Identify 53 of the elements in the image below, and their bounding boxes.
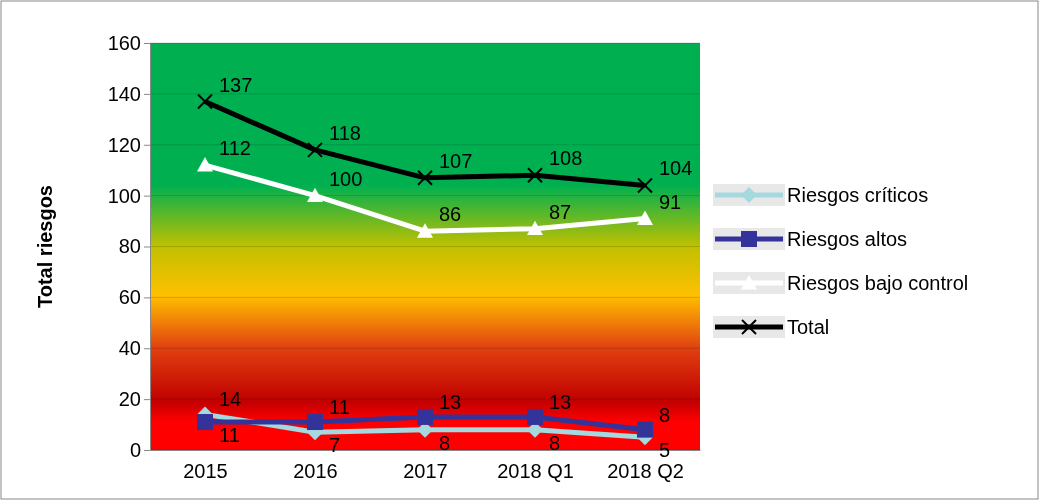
data-label: 86 xyxy=(439,203,462,226)
data-label: 104 xyxy=(659,157,693,180)
y-tick-label: 100 xyxy=(107,184,141,207)
data-label: 87 xyxy=(549,200,572,223)
data-label: 11 xyxy=(329,396,350,419)
x-tick-label: 2016 xyxy=(293,460,338,483)
data-label: 100 xyxy=(329,167,363,190)
data-label: 8 xyxy=(659,403,671,426)
data-label: 14 xyxy=(219,388,242,411)
legend-label: Total xyxy=(787,316,830,338)
point xyxy=(527,167,543,184)
data-label: 108 xyxy=(549,147,583,170)
point xyxy=(637,177,653,194)
data-label: 13 xyxy=(549,390,572,413)
y-tick-label: 0 xyxy=(129,438,141,461)
y-tick-label: 60 xyxy=(118,286,141,309)
y-tick-label: 40 xyxy=(118,337,141,360)
data-label: 13 xyxy=(439,390,462,413)
data-label: 8 xyxy=(549,431,561,454)
y-axis-title: Total riesgos xyxy=(34,185,56,308)
y-tick-label: 120 xyxy=(107,133,141,156)
legend-label: Riesgos bajo control xyxy=(787,272,969,294)
point xyxy=(307,187,323,203)
point xyxy=(417,223,433,238)
data-label: 8 xyxy=(439,431,451,454)
x-tick-label: 2015 xyxy=(183,460,228,483)
point xyxy=(637,421,653,438)
point xyxy=(637,210,653,225)
y-tick-label: 140 xyxy=(107,82,141,105)
point xyxy=(197,93,213,110)
y-tick-label: 20 xyxy=(118,388,141,411)
point xyxy=(197,157,213,172)
data-label: 11 xyxy=(219,424,240,447)
point xyxy=(197,414,213,431)
x-tick-label: 2018 Q2 xyxy=(607,460,684,483)
data-label: 7 xyxy=(329,434,341,457)
point xyxy=(527,220,543,236)
point xyxy=(527,408,543,425)
legend-label: Riesgos altos xyxy=(787,228,908,250)
y-tick-label: 160 xyxy=(107,31,141,54)
y-tick-label: 80 xyxy=(118,235,141,258)
data-label: 118 xyxy=(329,121,361,144)
point xyxy=(417,408,433,425)
data-label: 107 xyxy=(439,149,473,172)
x-tick-label: 2017 xyxy=(403,460,448,483)
point xyxy=(417,169,433,186)
point xyxy=(307,141,323,158)
x-tick-label: 2018 Q1 xyxy=(497,460,574,483)
data-label: 112 xyxy=(219,137,251,160)
legend-label: Riesgos críticos xyxy=(787,184,929,206)
point xyxy=(307,414,323,431)
data-label: 91 xyxy=(659,190,682,213)
data-label: 137 xyxy=(219,73,253,96)
